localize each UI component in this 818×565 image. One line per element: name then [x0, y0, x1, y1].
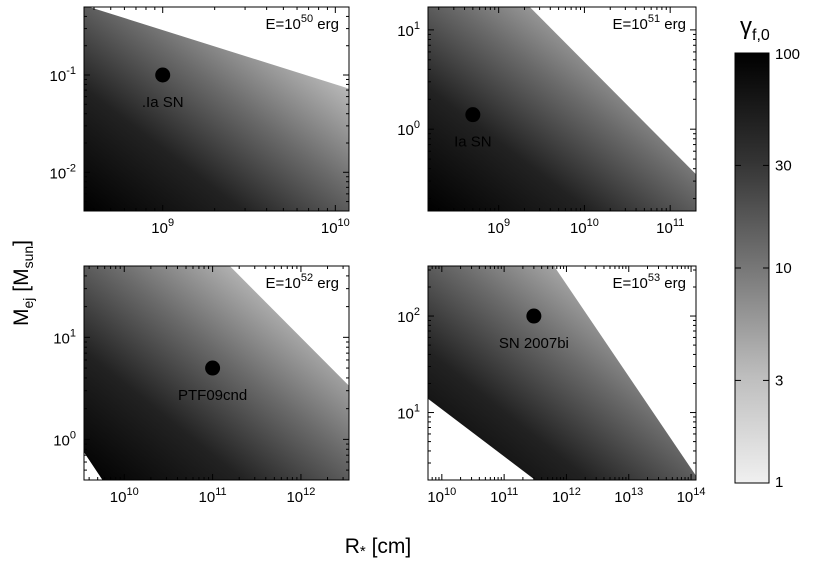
x-tick-label: 1010: [570, 217, 599, 237]
y-tick-label: 101: [397, 403, 420, 423]
supernova-point: [465, 107, 481, 123]
colorbar-label: γf,0: [740, 13, 770, 44]
panel-title: E=1051 erg: [612, 13, 686, 33]
x-tick-label: 1010: [321, 217, 350, 237]
excluded-region: [428, 398, 536, 480]
x-axis-label: R* [cm]: [345, 535, 412, 560]
supernova-label: PTF09cnd: [178, 387, 247, 404]
excluded-region: [84, 452, 103, 480]
x-tick-label: 1013: [614, 486, 643, 506]
panel-title: E=1052 erg: [265, 272, 339, 292]
x-tick-label: 1012: [552, 486, 581, 506]
panel-title: E=1053 erg: [612, 272, 686, 292]
panel-1: 109 1010 10-2 10-1 E=1050 erg .Ia SN: [50, 6, 350, 237]
y-tick-label: 102: [397, 306, 420, 326]
y-axis-label: Mej [Msun]: [10, 240, 36, 326]
supernova-label: Ia SN: [454, 134, 492, 151]
x-tick-label: 1010: [427, 486, 456, 506]
colorbar-tick-label: 3: [775, 372, 783, 389]
excluded-region: [554, 266, 696, 476]
supernova-point: [205, 360, 221, 376]
panel-4: 1010 1011 1012 1013 1014 101 102 E=1053 erg SN 2…: [397, 265, 706, 506]
supernova-label: SN 2007bi: [499, 335, 569, 352]
excluded-region: [89, 7, 350, 89]
colorbar-tick-label: 30: [775, 157, 792, 174]
y-tick-label: 10-1: [50, 65, 76, 85]
colorbar-tick-label: 1: [775, 474, 783, 491]
y-tick-label: 101: [397, 20, 420, 40]
colorbar-ticks: 100 30 10 3 1: [735, 46, 800, 491]
supernova-point: [155, 67, 171, 83]
x-tick-label: 1010: [110, 486, 139, 506]
panel-3: 1010 1011 1012 100 101 E=1052 erg PTF09cnd: [53, 265, 350, 506]
x-tick-label: 1014: [677, 486, 706, 506]
x-tick-label: 109: [151, 217, 174, 237]
plot-frame: [83, 265, 350, 481]
panel-2: 109 1010 1011 100 101 E=1051 erg Ia SN: [397, 6, 697, 237]
plot-frame: [83, 6, 350, 212]
x-tick-label: 1011: [656, 217, 684, 237]
y-tick-label: 100: [397, 119, 420, 139]
excluded-region: [229, 266, 349, 386]
excluded-region: [529, 7, 696, 175]
plot-frame: [427, 6, 697, 212]
x-tick-label: 1011: [490, 486, 518, 506]
y-tick-label: 10-2: [50, 162, 76, 182]
colorbar-tick-label: 10: [775, 260, 792, 277]
supernova-label: .Ia SN: [142, 94, 184, 111]
y-tick-label: 100: [53, 429, 76, 449]
x-tick-label: 109: [487, 217, 510, 237]
plot-frame: [427, 265, 697, 481]
panel-title: E=1050 erg: [265, 13, 339, 33]
x-tick-label: 1011: [199, 486, 227, 506]
x-tick-label: 1012: [286, 486, 315, 506]
colorbar-tick-label: 100: [775, 46, 800, 63]
supernova-point: [526, 308, 542, 324]
y-tick-label: 101: [53, 327, 76, 347]
colorbar: γf,0 100 30 10 3 1: [734, 13, 800, 491]
